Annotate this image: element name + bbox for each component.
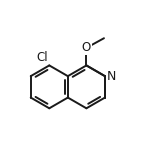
Text: N: N bbox=[107, 70, 116, 83]
Text: O: O bbox=[82, 41, 91, 54]
Text: Cl: Cl bbox=[36, 51, 48, 64]
